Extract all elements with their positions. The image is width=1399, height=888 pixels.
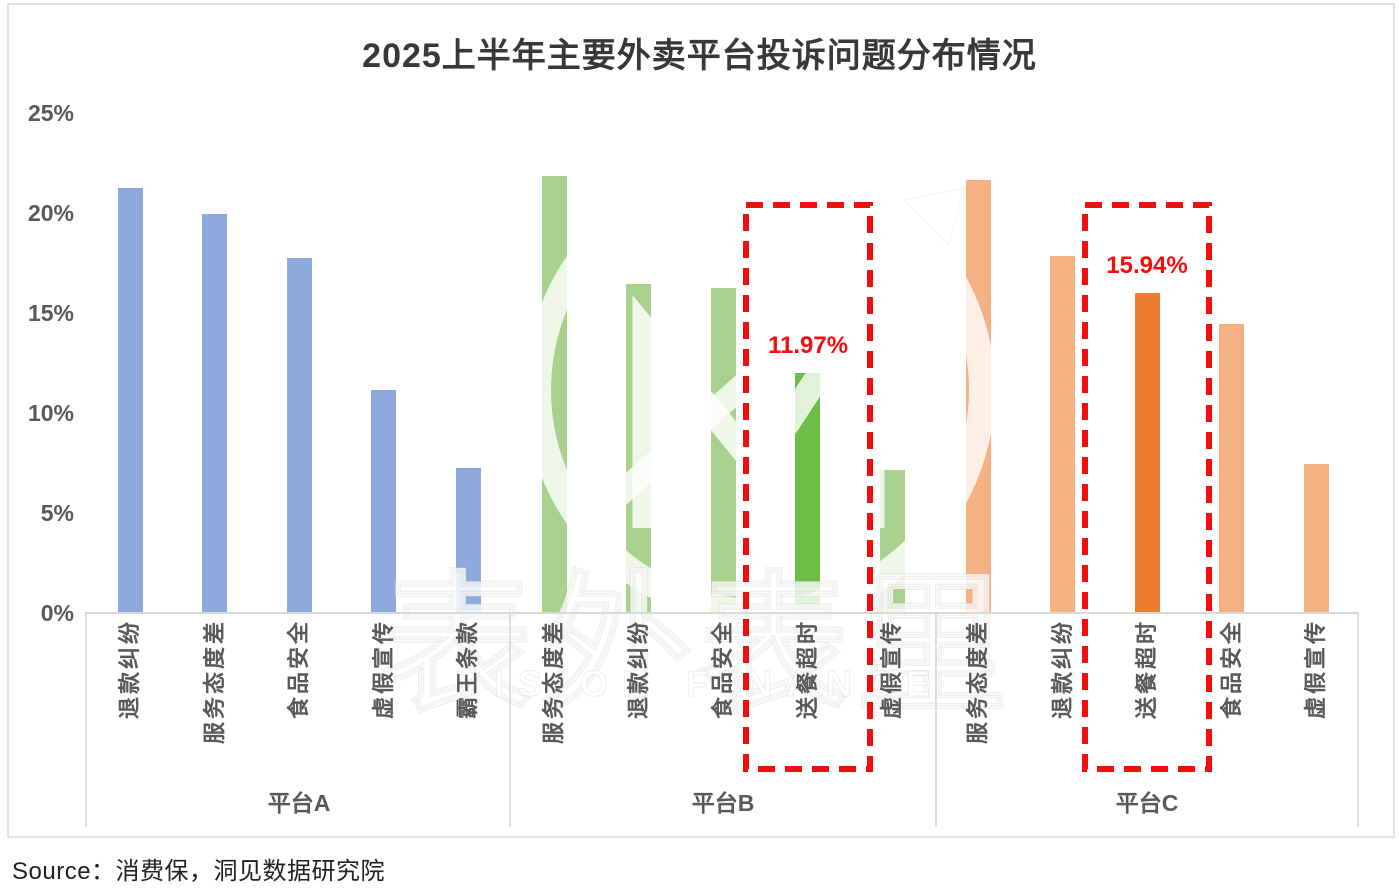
y-tick-label: 5%: [40, 500, 74, 526]
category-label: 霸王条款: [455, 619, 480, 720]
y-tick-label: 0%: [40, 600, 74, 626]
category-label: 食品安全: [710, 619, 735, 720]
category-label: 服务态度差: [541, 619, 566, 745]
chart-bar: [118, 188, 143, 612]
group-separator: [509, 613, 511, 827]
category-label: 服务态度差: [965, 619, 990, 745]
category-label: 送餐超时: [1134, 619, 1159, 720]
chart-bar: [456, 468, 481, 612]
chart-title: 2025上半年主要外卖平台投诉问题分布情况: [362, 37, 1037, 75]
chart-bar: [795, 373, 820, 612]
chart-bar: [1219, 324, 1244, 612]
category-label: 送餐超时: [795, 619, 820, 720]
chart-bar: [542, 176, 567, 612]
category-box-right-edge: [1357, 613, 1359, 827]
category-label: 虚假宣传: [879, 619, 904, 720]
platform-label: 平台B: [691, 790, 755, 816]
platform-label: 平台C: [1115, 790, 1179, 816]
chart-bar: [371, 390, 396, 612]
y-tick-label: 20%: [27, 200, 74, 226]
chart-bar: [1135, 293, 1160, 612]
category-label: 虚假宣传: [1303, 619, 1328, 720]
platform-label: 平台A: [267, 790, 331, 816]
chart-bar: [880, 470, 905, 612]
chart-bar: [287, 258, 312, 612]
highlight-value-label: 15.94%: [1106, 252, 1188, 279]
source-note: Source：消费保，洞见数据研究院: [12, 858, 386, 885]
chart-bar: [1050, 256, 1075, 612]
y-tick-label: 25%: [27, 100, 74, 126]
category-box-left-edge: [85, 613, 87, 827]
chart-outer-border: [7, 3, 1395, 838]
category-label: 退款纠纷: [1050, 619, 1075, 720]
category-label: 食品安全: [1219, 619, 1244, 720]
y-tick-label: 15%: [27, 300, 74, 326]
x-axis-line: [85, 612, 1359, 614]
chart-bar: [626, 284, 651, 612]
category-label: 虚假宣传: [371, 619, 396, 720]
category-label: 退款纠纷: [117, 619, 142, 720]
group-separator: [935, 613, 937, 827]
category-label: 食品安全: [286, 619, 311, 720]
highlight-value-label: 11.97%: [767, 332, 849, 359]
category-label: 退款纠纷: [626, 619, 651, 720]
chart-bar: [966, 180, 991, 612]
category-label: 服务态度差: [202, 619, 227, 745]
chart-bar: [1304, 464, 1329, 612]
y-tick-label: 10%: [27, 400, 74, 426]
chart-bar: [202, 214, 227, 612]
